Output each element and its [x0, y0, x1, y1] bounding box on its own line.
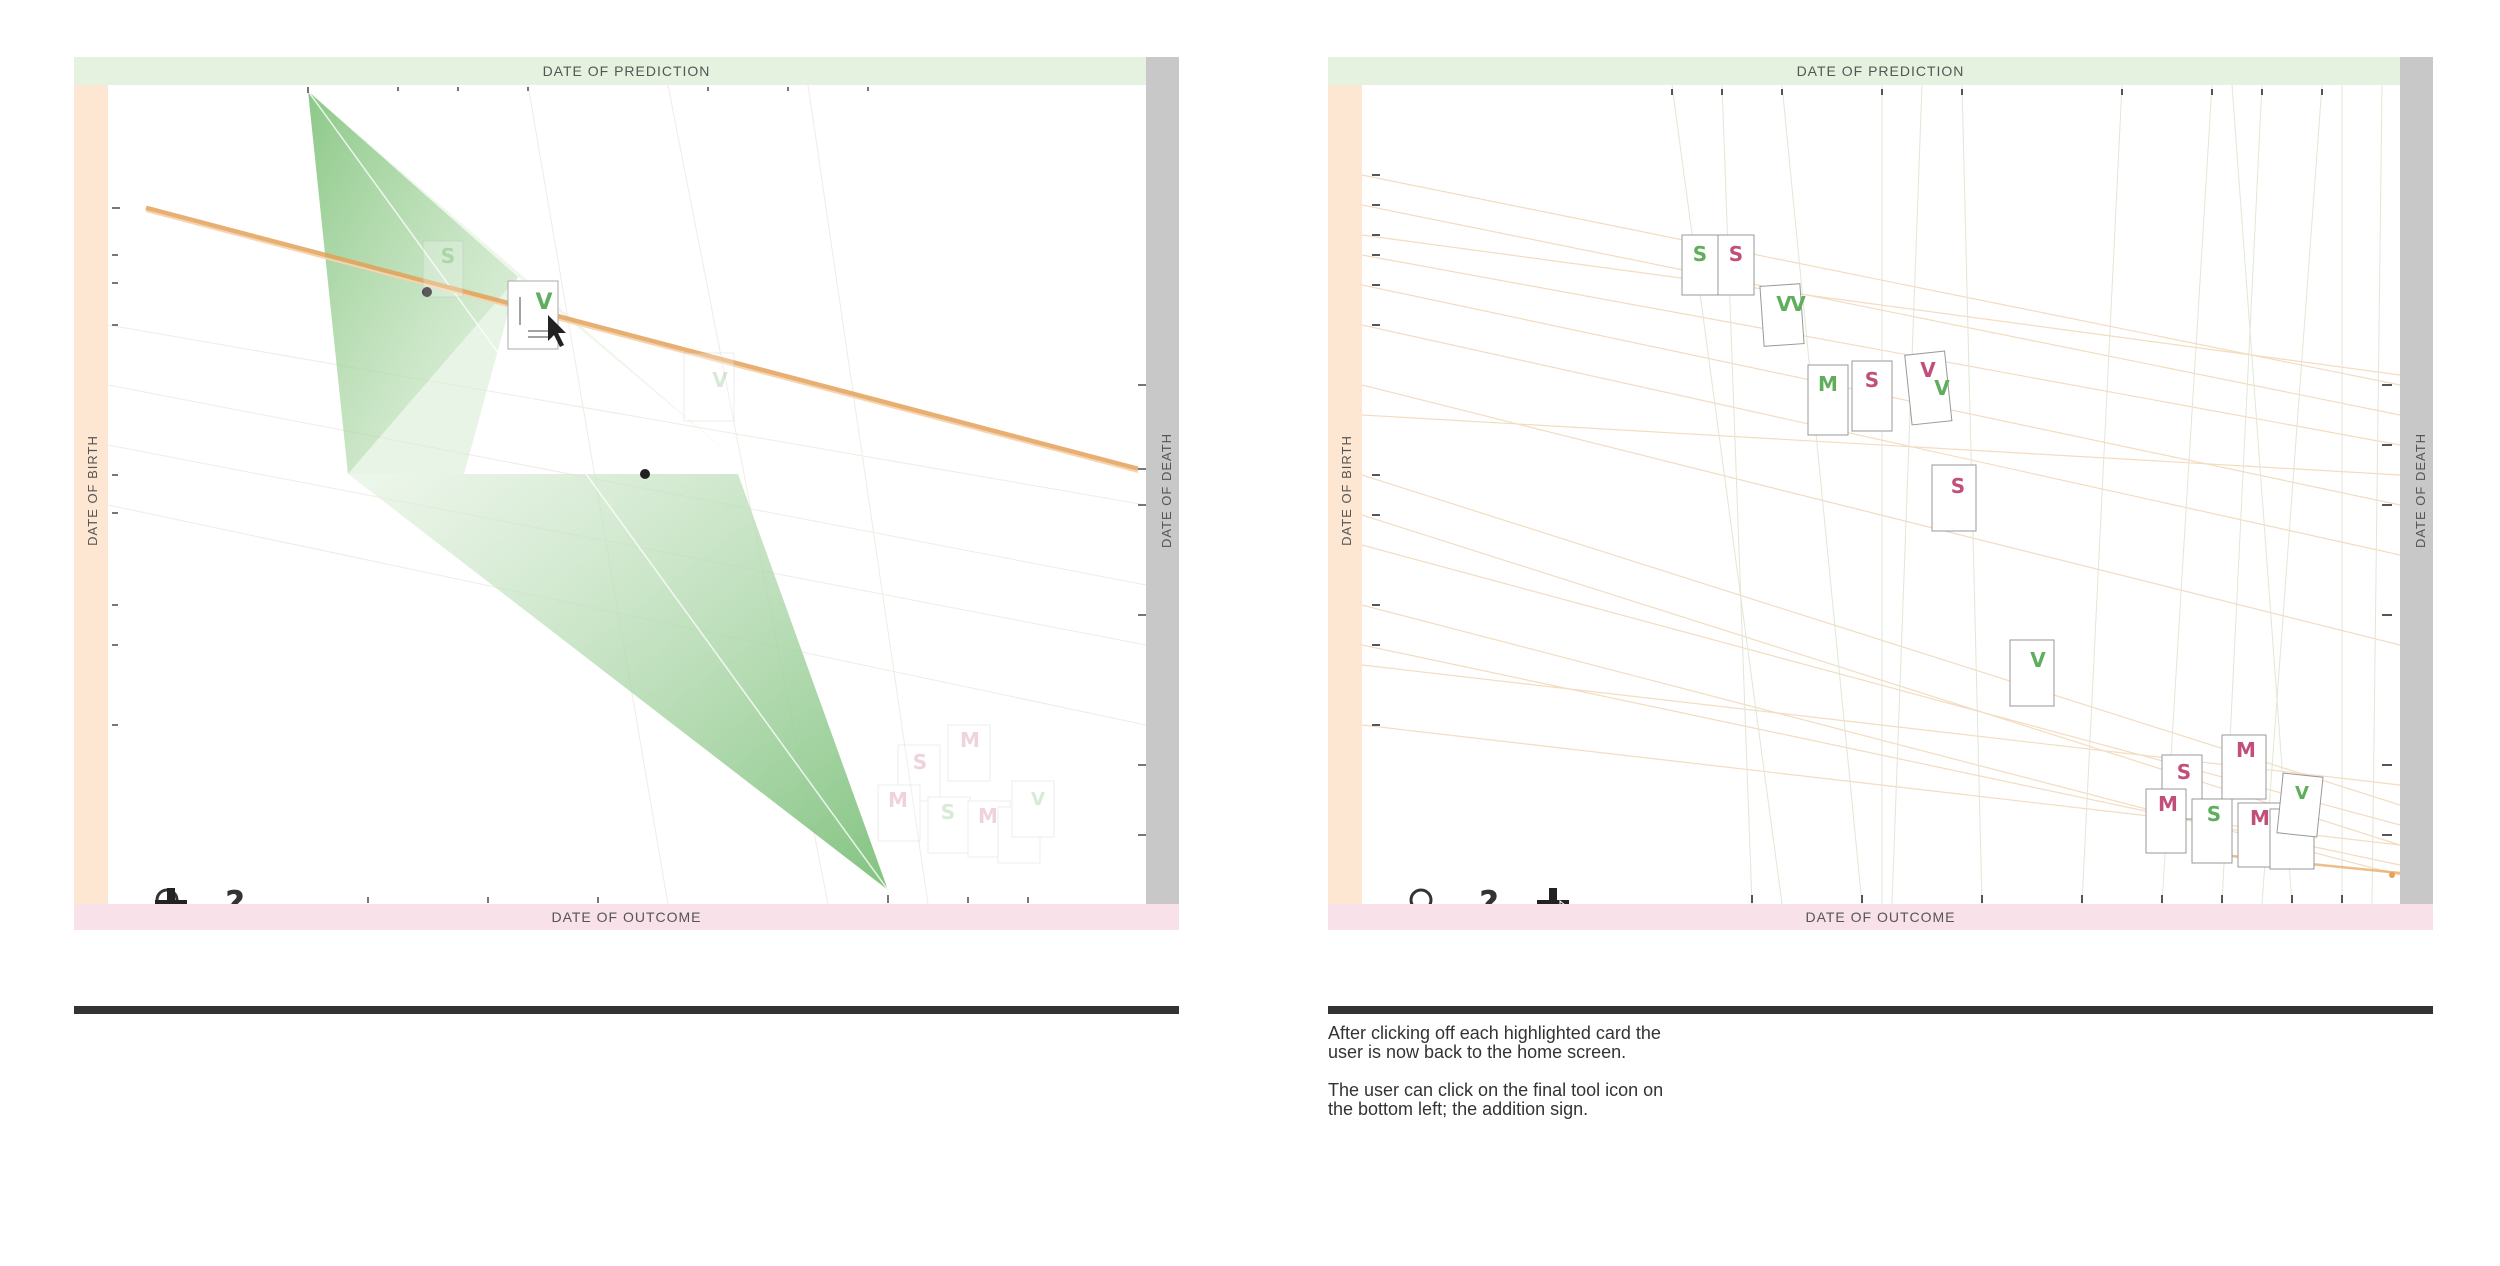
card-letter: V — [535, 290, 552, 315]
svg-text:S: S — [1951, 474, 1965, 498]
svg-text:V: V — [1934, 376, 1950, 400]
highlighted-card[interactable]: V — [507, 280, 566, 350]
tool-bar: ? — [152, 884, 318, 904]
svg-text:M: M — [2158, 792, 2178, 816]
tool-bar: ? — [1406, 884, 1572, 904]
add-tool-button[interactable] — [1534, 885, 1572, 904]
caption: After clicking off each highlighted card… — [1328, 1024, 1668, 1138]
timeline-plot[interactable]: V S V S M M S M — [108, 85, 1146, 904]
svg-text:S: S — [2207, 802, 2221, 826]
death-axis-label: DATE OF DEATH — [1159, 432, 1175, 549]
svg-text:S: S — [441, 244, 455, 268]
birth-axis — [1328, 85, 1362, 904]
svg-text:S: S — [1693, 242, 1707, 266]
card[interactable]: V — [2009, 639, 2055, 707]
svg-text:M: M — [1818, 372, 1838, 396]
help-tool-button[interactable]: ? — [1470, 884, 1508, 904]
card[interactable]: S M M S M S S V — [2145, 734, 2324, 870]
svg-text:S: S — [941, 800, 955, 824]
plus-icon — [155, 888, 187, 904]
prediction-lines — [1671, 85, 2383, 904]
prediction-axis-label: DATE OF PREDICTION — [542, 63, 711, 79]
death-axis — [2400, 57, 2433, 904]
card[interactable]: S — [1931, 464, 1977, 532]
prediction-ticks — [307, 87, 869, 93]
svg-text:V: V — [2295, 783, 2309, 804]
svg-text:M: M — [978, 804, 998, 828]
highlighted-lifeline[interactable] — [145, 205, 1139, 472]
svg-text:M: M — [960, 728, 980, 752]
help-tool-button[interactable]: ? — [216, 884, 254, 904]
add-tool-button[interactable] — [155, 885, 318, 904]
prediction-cards[interactable]: S S V V M S V V — [1681, 234, 2324, 870]
help-icon: ? — [1479, 884, 1499, 904]
svg-text:M: M — [2236, 738, 2256, 762]
svg-text:M: M — [888, 788, 908, 812]
card[interactable]: V V — [1759, 283, 1806, 347]
outcome-axis: DATE OF OUTCOME — [1328, 904, 2433, 930]
search-tool-button[interactable] — [1406, 885, 1444, 904]
caption-paragraph-2: The user can click on the final tool ico… — [1328, 1080, 1664, 1119]
death-ticks — [1138, 384, 1146, 836]
prediction-axis-label: DATE OF PREDICTION — [1796, 63, 1965, 79]
svg-text:V: V — [712, 368, 728, 392]
svg-text:V: V — [1920, 358, 1936, 382]
divider-left — [74, 1006, 1179, 1014]
birth-axis — [74, 85, 108, 904]
birth-axis-label: DATE OF BIRTH — [84, 435, 100, 546]
svg-text:S: S — [1729, 242, 1743, 266]
birth-ticks — [112, 207, 120, 726]
outcome-range-shape — [348, 474, 888, 890]
outcome-ticks — [367, 895, 1029, 903]
lifeline-birth-marker[interactable] — [422, 287, 432, 297]
faded-cards: S V S M M S M S S V — [422, 240, 1055, 864]
svg-text:V: V — [2030, 648, 2046, 672]
svg-text:V: V — [1031, 789, 1045, 810]
search-icon — [1409, 888, 1433, 904]
plus-icon — [1537, 888, 1569, 904]
outcome-axis: DATE OF OUTCOME — [74, 904, 1179, 930]
card[interactable]: M S — [1807, 360, 1893, 436]
timeline-plot[interactable]: S S V V M S V V — [1362, 85, 2400, 904]
timeline-panel-left: DATE OF PREDICTION DATE OF BIRTH DATE OF… — [74, 57, 1179, 930]
outcome-axis-label: DATE OF OUTCOME — [1805, 909, 1956, 925]
death-axis — [1146, 57, 1179, 904]
death-axis-label: DATE OF DEATH — [2413, 432, 2429, 549]
svg-text:S: S — [1865, 368, 1879, 392]
svg-text:S: S — [913, 750, 927, 774]
caption-paragraph-1: After clicking off each highlighted card… — [1328, 1023, 1661, 1062]
timeline-panel-right: DATE OF PREDICTION DATE OF BIRTH DATE OF… — [1328, 57, 2433, 930]
svg-text:V: V — [1776, 292, 1792, 316]
card[interactable]: S S — [1681, 234, 1755, 296]
cursor-icon — [1559, 899, 1565, 904]
axis-ticks — [1372, 89, 2392, 903]
prediction-range-shape-mid — [348, 277, 518, 474]
svg-text:M: M — [2250, 806, 2270, 830]
svg-text:S: S — [1012, 811, 1025, 832]
range-midpoint-marker[interactable] — [640, 469, 650, 479]
prediction-axis: DATE OF PREDICTION — [74, 57, 1179, 85]
outcome-axis-label: DATE OF OUTCOME — [551, 909, 702, 925]
prediction-range-shape-band — [308, 91, 742, 465]
svg-text:S: S — [1026, 811, 1039, 832]
prediction-range-shape-top — [308, 91, 518, 474]
svg-text:S: S — [2177, 760, 2191, 784]
card[interactable]: V V — [1904, 350, 1953, 426]
divider-right — [1328, 1006, 2433, 1014]
prediction-axis: DATE OF PREDICTION — [1328, 57, 2433, 85]
birth-axis-label: DATE OF BIRTH — [1338, 435, 1354, 546]
svg-text:V: V — [1790, 292, 1806, 316]
help-icon: ? — [225, 884, 245, 904]
